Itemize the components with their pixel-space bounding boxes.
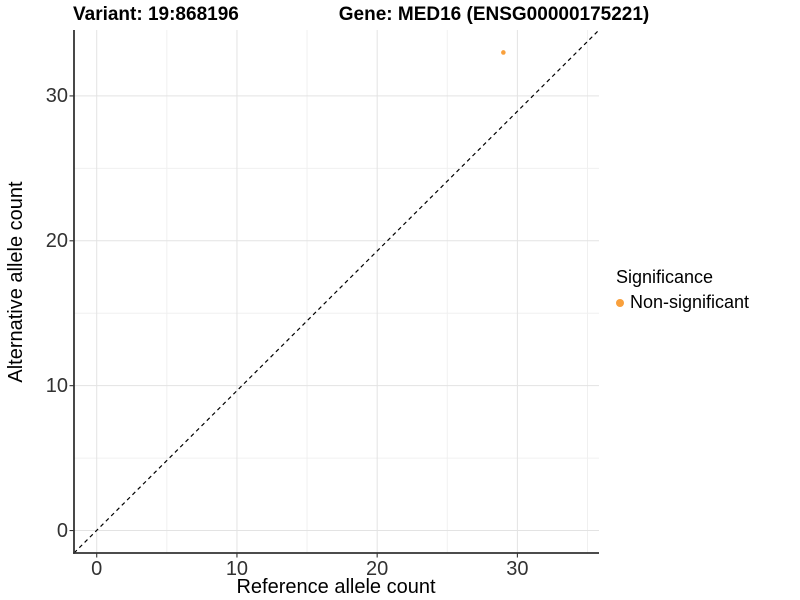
legend-point-icon: [616, 298, 624, 307]
legend-title: Significance: [616, 267, 714, 287]
plot-title-variant: Variant: 19:868196: [73, 4, 239, 25]
legend: Significance Non-significant: [616, 267, 800, 313]
plot-title-gene: Gene: MED16 (ENSG00000175221): [338, 4, 650, 25]
data-points-non-significant: [501, 50, 506, 55]
tick-marks: [69, 95, 518, 558]
grid-major: [74, 30, 599, 553]
identity-reference-line: [73, 29, 600, 554]
y-tick-label: 10: [45, 374, 68, 397]
x-tick-label: 30: [506, 558, 529, 580]
x-tick-label: 10: [225, 558, 249, 580]
legend-entry-label: Non-significant: [630, 292, 750, 312]
axis-lines: [73, 30, 599, 554]
y-tick-label: 0: [56, 519, 68, 542]
y-axis-title: Alternative allele count: [5, 181, 27, 383]
x-tick-label: 20: [366, 558, 389, 580]
data-point: [501, 50, 506, 55]
y-tick-label: 30: [45, 84, 68, 107]
legend-entry: Non-significant: [616, 292, 800, 313]
x-axis-title: Reference allele count: [236, 576, 436, 598]
grid-minor: [74, 30, 599, 553]
y-tick-label: 20: [45, 229, 68, 252]
x-tick-label: 0: [91, 558, 103, 580]
